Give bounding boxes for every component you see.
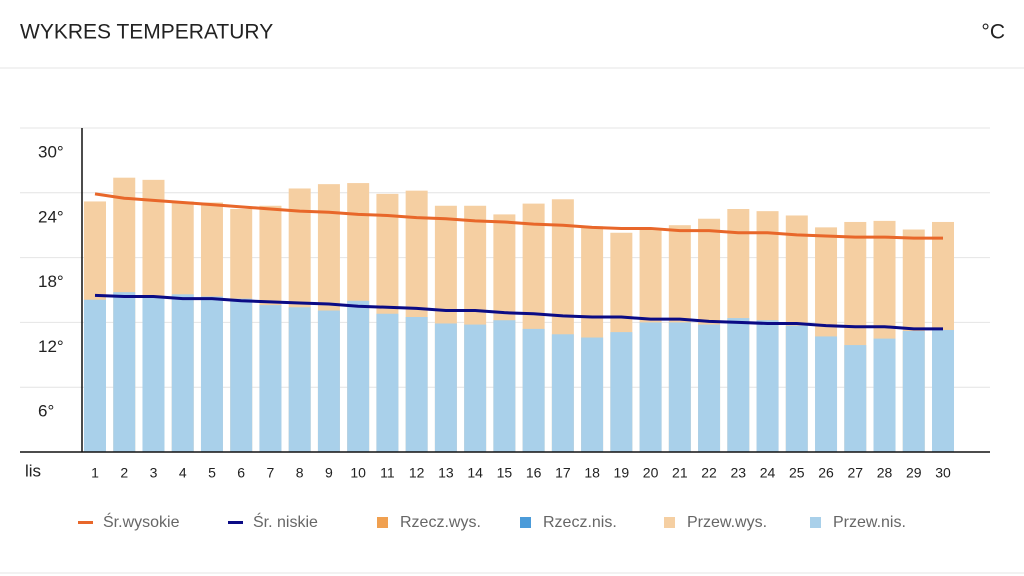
x-tick-label: 17: [555, 465, 571, 481]
y-tick-label: 30°: [38, 142, 64, 161]
x-tick-label: 20: [643, 465, 659, 481]
page-title: WYKRES TEMPERATURY: [20, 21, 273, 44]
bar: [902, 331, 925, 452]
bar: [493, 320, 516, 452]
x-tick-label: 8: [296, 465, 304, 481]
bar: [317, 310, 340, 452]
x-tick-label: 26: [818, 465, 834, 481]
x-axis-label: lis: [25, 461, 41, 480]
x-tick-label: 2: [120, 465, 128, 481]
y-tick-label: 18°: [38, 272, 64, 291]
bar: [259, 305, 282, 452]
bar: [581, 337, 604, 452]
bar: [113, 292, 136, 452]
x-tick-label: 16: [526, 465, 542, 481]
x-tick-label: 22: [701, 465, 717, 481]
legend-swatch: [377, 517, 388, 528]
x-tick-label: 28: [877, 465, 893, 481]
legend-swatch: [810, 517, 821, 528]
legend-label: Śr. niskie: [253, 512, 318, 531]
legend-label: Rzecz.nis.: [543, 514, 617, 531]
bar: [639, 322, 662, 452]
bar: [610, 332, 633, 452]
y-tick-label: 12°: [38, 337, 64, 356]
legend-label: Przew.wys.: [687, 514, 767, 531]
x-tick-label: 11: [380, 465, 395, 481]
x-tick-label: 18: [584, 465, 600, 481]
bar: [405, 317, 428, 452]
bar: [171, 294, 194, 452]
line-series: [94, 192, 943, 240]
bar: [142, 296, 165, 452]
x-tick-label: 23: [731, 465, 747, 481]
legend-label: Rzecz.wys.: [400, 514, 481, 531]
bar: [84, 299, 106, 452]
x-tick-label: 3: [150, 465, 158, 481]
x-tick-label: 19: [614, 465, 630, 481]
bar: [815, 336, 838, 452]
legend-swatch: [78, 521, 93, 524]
x-tick-label: 15: [497, 465, 513, 481]
line-series: [94, 293, 943, 331]
x-tick-label: 7: [267, 465, 275, 481]
x-tick-label: 6: [237, 465, 245, 481]
x-tick-label: 13: [438, 465, 454, 481]
y-tick-label: 24°: [38, 207, 64, 226]
bar: [932, 329, 954, 452]
bar: [288, 307, 311, 452]
x-tick-label: 10: [350, 465, 366, 481]
bar: [785, 325, 808, 452]
x-tick-label: 21: [672, 465, 688, 481]
bar: [434, 323, 457, 452]
x-tick-label: 5: [208, 465, 216, 481]
legend-swatch: [664, 517, 675, 528]
legend-label: Śr.wysokie: [103, 512, 180, 531]
bar: [464, 324, 487, 452]
bar: [727, 318, 750, 452]
x-tick-label: 29: [906, 465, 922, 481]
bar: [522, 328, 545, 452]
y-tick-label: 6°: [38, 402, 54, 421]
bar: [230, 298, 253, 452]
x-tick-label: 1: [91, 465, 99, 481]
bar: [756, 320, 779, 452]
legend-label: Przew.nis.: [833, 514, 906, 531]
x-tick-label: 12: [409, 465, 425, 481]
x-tick-label: 24: [760, 465, 776, 481]
x-tick-label: 27: [847, 465, 863, 481]
legend-swatch: [228, 521, 243, 524]
bar: [873, 338, 896, 452]
bar: [844, 345, 867, 452]
x-tick-label: 9: [325, 465, 333, 481]
bar: [551, 334, 574, 452]
unit-label[interactable]: °C: [981, 21, 1005, 44]
bar: [347, 300, 370, 452]
x-tick-label: 14: [467, 465, 483, 481]
bar: [376, 313, 399, 452]
bar: [668, 322, 691, 452]
x-tick-label: 4: [179, 465, 187, 481]
x-tick-label: 30: [935, 465, 951, 481]
bar: [698, 324, 721, 452]
bar: [200, 296, 223, 452]
legend-swatch: [520, 517, 531, 528]
x-tick-label: 25: [789, 465, 805, 481]
